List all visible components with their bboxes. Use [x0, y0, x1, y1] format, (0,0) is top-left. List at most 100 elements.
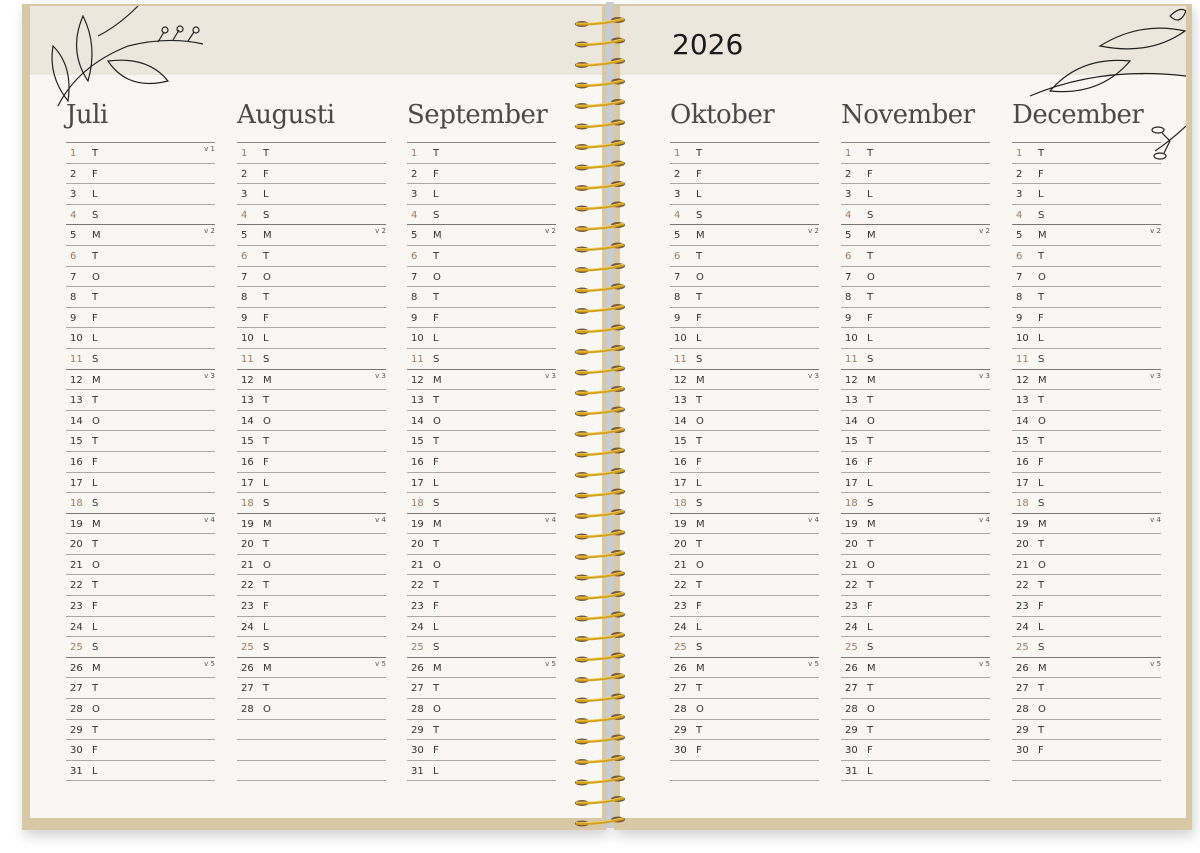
day-row[interactable]: 14 O: [670, 411, 819, 432]
day-row[interactable]: 27 T: [670, 678, 819, 700]
day-row[interactable]: 15 T: [841, 431, 990, 452]
day-row[interactable]: 10 L: [407, 328, 556, 349]
day-row[interactable]: 24 L: [670, 617, 819, 638]
day-row[interactable]: 25 S: [407, 637, 556, 658]
day-row[interactable]: 15 T: [407, 431, 556, 452]
day-row[interactable]: 18 S: [407, 493, 556, 514]
day-row[interactable]: 17 L: [237, 473, 386, 494]
day-row[interactable]: 22 T: [237, 575, 386, 597]
day-row[interactable]: 15 T: [66, 431, 215, 452]
day-row[interactable]: 20 T: [407, 534, 556, 555]
day-row[interactable]: 20 T: [237, 534, 386, 555]
day-row[interactable]: 30 F: [670, 740, 819, 761]
day-row[interactable]: 13 T: [407, 390, 556, 411]
day-row[interactable]: 15 T: [670, 431, 819, 452]
day-row[interactable]: [1012, 761, 1161, 782]
day-row[interactable]: 24 L: [841, 617, 990, 638]
day-row[interactable]: 28 O: [407, 699, 556, 720]
day-row[interactable]: [237, 761, 386, 782]
day-row[interactable]: 14 O: [66, 411, 215, 432]
day-row[interactable]: 30 F: [1012, 740, 1161, 761]
day-row[interactable]: 14 O: [237, 411, 386, 432]
day-row[interactable]: 11 S: [670, 349, 819, 370]
day-row[interactable]: 11 S: [237, 349, 386, 370]
day-row[interactable]: 22 T: [407, 575, 556, 597]
day-row[interactable]: 16 F: [841, 452, 990, 473]
day-row[interactable]: 17 L: [66, 473, 215, 494]
day-row[interactable]: 20 T: [670, 534, 819, 555]
day-row[interactable]: 28 O: [66, 699, 215, 720]
day-row[interactable]: 10 L: [66, 328, 215, 349]
day-row[interactable]: 22 T: [66, 575, 215, 597]
day-row[interactable]: 13 T: [237, 390, 386, 411]
day-row[interactable]: 10 L: [237, 328, 386, 349]
day-row[interactable]: 25 S: [237, 637, 386, 658]
day-row[interactable]: 27 T: [841, 678, 990, 700]
day-row[interactable]: 18 S: [841, 493, 990, 514]
day-row[interactable]: 14 O: [1012, 411, 1161, 432]
day-row[interactable]: 29 T: [1012, 720, 1161, 741]
day-row[interactable]: 16 F: [66, 452, 215, 473]
day-row[interactable]: 31 L: [841, 761, 990, 782]
day-row[interactable]: 13 T: [1012, 390, 1161, 411]
day-row[interactable]: 23 F: [670, 596, 819, 617]
day-row[interactable]: 21 O: [1012, 555, 1161, 576]
day-row[interactable]: 16 F: [407, 452, 556, 473]
day-row[interactable]: 20 T: [841, 534, 990, 555]
day-row[interactable]: 17 L: [841, 473, 990, 494]
day-row[interactable]: [670, 761, 819, 782]
day-row[interactable]: 21 O: [66, 555, 215, 576]
day-row[interactable]: 18 S: [66, 493, 215, 514]
day-row[interactable]: 28 O: [1012, 699, 1161, 720]
day-row[interactable]: 22 T: [841, 575, 990, 597]
day-row[interactable]: 22 T: [670, 575, 819, 597]
day-row[interactable]: 27 T: [407, 678, 556, 700]
day-row[interactable]: 31 L: [66, 761, 215, 782]
day-row[interactable]: 25 S: [670, 637, 819, 658]
day-row[interactable]: 25 S: [841, 637, 990, 658]
day-row[interactable]: 17 L: [407, 473, 556, 494]
day-row[interactable]: 24 L: [407, 617, 556, 638]
day-row[interactable]: 11 S: [841, 349, 990, 370]
day-row[interactable]: 23 F: [237, 596, 386, 617]
day-row[interactable]: 24 L: [1012, 617, 1161, 638]
